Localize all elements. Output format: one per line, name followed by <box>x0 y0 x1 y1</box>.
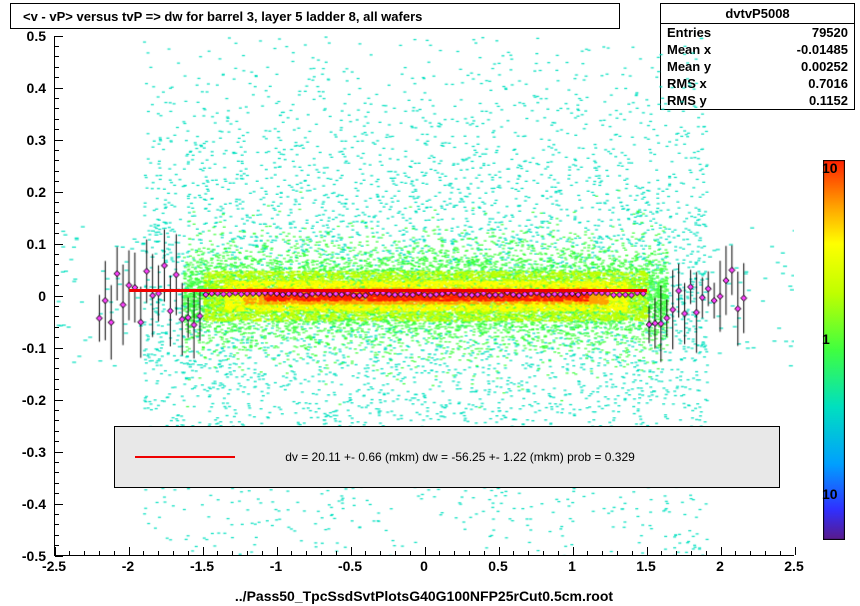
fit-legend-box: dv = 20.11 +- 0.66 (mkm) dw = -56.25 +- … <box>114 426 780 488</box>
x-tick-label: 1.5 <box>636 558 655 574</box>
y-tick-label: 0 <box>38 288 46 304</box>
x-axis-title: ../Pass50_TpcSsdSvtPlotsG40G100NFP25rCut… <box>54 588 794 604</box>
y-tick-label: 0.4 <box>27 80 46 96</box>
x-tick-label: -1 <box>270 558 282 574</box>
colorbar <box>823 160 845 540</box>
x-tick-label: -2.5 <box>42 558 66 574</box>
x-tick-label: 2.5 <box>784 558 803 574</box>
x-tick-label: 0.5 <box>488 558 507 574</box>
plot-area: dv = 20.11 +- 0.66 (mkm) dw = -56.25 +- … <box>54 36 794 556</box>
y-tick-label: -0.2 <box>22 392 46 408</box>
y-tick-label: 0.5 <box>27 28 46 44</box>
fit-line <box>129 289 647 292</box>
y-tick-label: 0.1 <box>27 236 46 252</box>
y-tick-label: -0.3 <box>22 444 46 460</box>
y-tick-label: -0.4 <box>22 496 46 512</box>
x-tick-label: 2 <box>716 558 724 574</box>
title-text: <v - vP> versus tvP => dw for barrel 3, … <box>23 9 422 24</box>
fit-line-legend <box>135 456 235 458</box>
colorbar-canvas <box>823 160 845 540</box>
y-tick-label: 0.2 <box>27 184 46 200</box>
x-tick-label: -2 <box>122 558 134 574</box>
y-tick-label: -0.1 <box>22 340 46 356</box>
x-axis: -2.5-2-1.5-1-0.500.511.522.5 <box>54 558 794 578</box>
stats-name: dvtvP5008 <box>661 4 854 24</box>
y-tick-label: 0.3 <box>27 132 46 148</box>
x-tick-label: 0 <box>420 558 428 574</box>
plot-title: <v - vP> versus tvP => dw for barrel 3, … <box>10 3 620 29</box>
x-tick-label: -0.5 <box>338 558 362 574</box>
y-axis: -0.5-0.4-0.3-0.2-0.100.10.20.30.40.5 <box>0 36 50 556</box>
fit-text: dv = 20.11 +- 0.66 (mkm) dw = -56.25 +- … <box>285 450 635 464</box>
x-tick-label: -1.5 <box>190 558 214 574</box>
x-tick-label: 1 <box>568 558 576 574</box>
